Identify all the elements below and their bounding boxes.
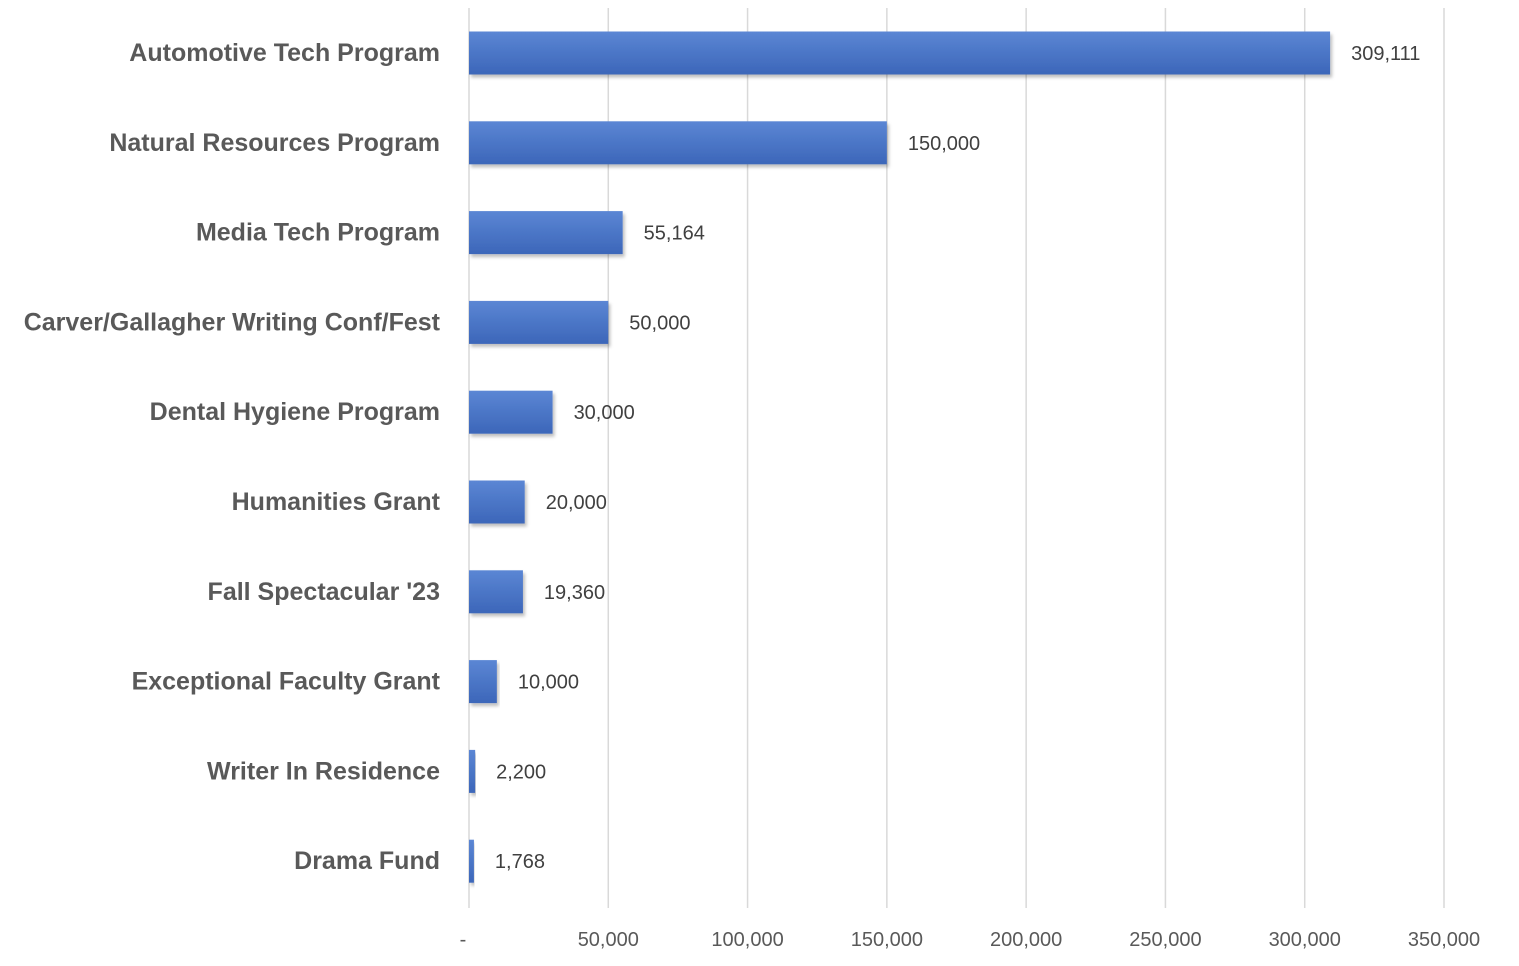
bar [469, 390, 553, 434]
category-labels: Automotive Tech Program Natural Resources… [24, 39, 441, 875]
category-label: Drama Fund [294, 847, 440, 875]
category-label: Automotive Tech Program [129, 39, 440, 67]
category-label: Humanities Grant [232, 488, 441, 516]
x-tick-label: 150,000 [851, 929, 923, 951]
bar [469, 211, 623, 255]
x-tick-label: 100,000 [711, 929, 783, 951]
bar [469, 300, 609, 344]
x-tick-label: 50,000 [578, 929, 639, 951]
category-label: Writer In Residence [207, 757, 440, 785]
category-label: Carver/Gallagher Writing Conf/Fest [24, 308, 441, 336]
category-label: Exceptional Faculty Grant [132, 668, 441, 696]
bar [469, 570, 523, 614]
data-label: 2,200 [496, 761, 546, 783]
bar [469, 660, 497, 704]
bar [469, 480, 525, 524]
data-label: 309,111 [1351, 43, 1420, 65]
data-label: 10,000 [518, 672, 579, 694]
bar [469, 839, 474, 883]
category-label: Natural Resources Program [109, 129, 440, 157]
data-label: 20,000 [546, 492, 607, 514]
x-tick-label: 300,000 [1269, 929, 1341, 951]
data-labels: 309,111 150,000 55,164 50,000 30,000 20,000 19… [495, 43, 1420, 873]
bars [469, 31, 1331, 883]
bar [469, 749, 476, 793]
x-axis-ticks: - 50,000 100,000 150,000 200,000 250,000 300,0… [460, 929, 1480, 951]
data-label: 150,000 [908, 133, 980, 155]
data-label: 55,164 [644, 223, 705, 245]
x-tick-label: 200,000 [990, 929, 1062, 951]
bar [469, 121, 887, 165]
category-label: Dental Hygiene Program [150, 398, 440, 426]
x-tick-label: 250,000 [1129, 929, 1201, 951]
category-label: Media Tech Program [196, 219, 440, 247]
bar [469, 31, 1331, 75]
data-label: 30,000 [574, 402, 635, 424]
x-tick-label: 350,000 [1408, 929, 1480, 951]
data-label: 19,360 [544, 582, 605, 604]
category-label: Fall Spectacular '23 [208, 578, 440, 606]
data-label: 1,768 [495, 851, 545, 873]
x-tick-label: - [460, 929, 467, 951]
data-label: 50,000 [629, 312, 690, 334]
